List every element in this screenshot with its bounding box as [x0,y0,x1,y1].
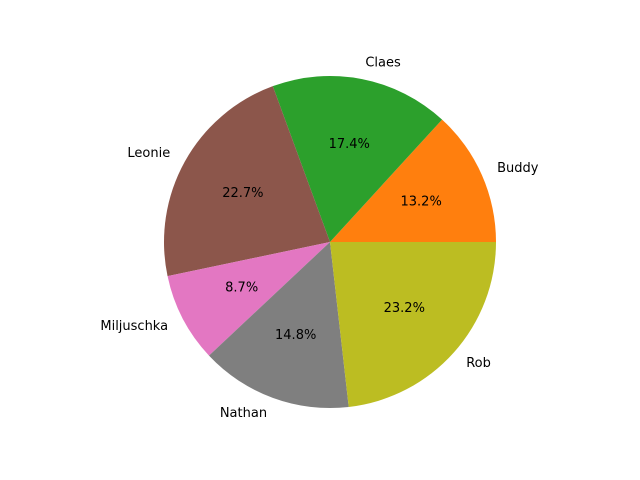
pie-slice-nathan [208,242,349,409]
pie-labels: Buddy Claes Leonie Miljuschka Nathan Rob [100,55,538,421]
pie-slices [164,76,496,409]
pie-slice-miljuschka [167,242,330,356]
slice-percent-buddy: 13.2% [401,194,442,209]
slice-label-nathan: Nathan [220,406,267,421]
pie-slice-claes [272,76,443,243]
slice-label-miljuschka: Miljuschka [100,319,168,334]
slice-percent-rob: 23.2% [384,301,425,316]
slice-percent-leonie: 22.7% [222,186,263,201]
slice-percent-nathan: 14.8% [275,328,316,343]
pie-slice-leonie [164,86,330,277]
pie-slice-buddy [330,119,496,242]
slice-percent-claes: 17.4% [329,137,370,152]
slice-label-buddy: Buddy [497,161,539,176]
slice-label-leonie: Leonie [127,146,170,161]
slice-label-rob: Rob [466,356,491,371]
slice-percent-miljuschka: 8.7% [225,281,258,296]
slice-label-claes: Claes [365,55,401,70]
pie-slice-rob [330,242,496,407]
pie-percent-labels: 13.2% 17.4% 22.7% 8.7% 14.8% 23.2% [222,137,442,343]
